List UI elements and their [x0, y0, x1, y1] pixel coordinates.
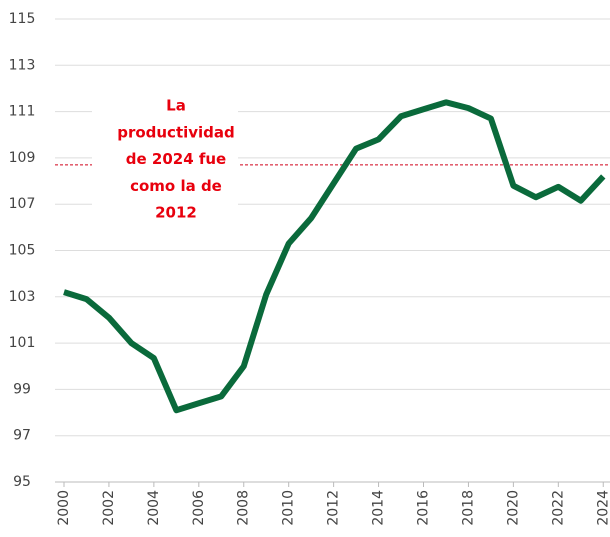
x-tick-label: 2012 — [326, 490, 342, 526]
x-tick-label: 2000 — [56, 490, 72, 526]
x-tick-label: 2004 — [146, 490, 162, 526]
y-tick-label: 109 — [9, 150, 36, 166]
x-tick-label: 2024 — [595, 490, 610, 526]
x-tick-label: 2016 — [416, 490, 432, 526]
annotation-box — [92, 92, 238, 228]
x-tick-label: 2002 — [101, 490, 117, 526]
x-tick-label: 2022 — [550, 490, 566, 526]
y-tick-label: 107 — [9, 196, 36, 212]
x-tick-label: 2020 — [505, 490, 521, 526]
x-tick-label: 2014 — [371, 490, 387, 526]
annotation: La — [166, 97, 186, 115]
y-tick-label: 113 — [9, 57, 36, 73]
x-tick-label: 2010 — [281, 490, 297, 526]
x-tick-label: 2008 — [236, 490, 252, 526]
annotation: productividad — [117, 123, 235, 141]
x-tick-label: 2018 — [460, 490, 476, 526]
y-tick-label: 111 — [9, 104, 36, 120]
annotation: como la de — [130, 177, 222, 195]
x-tick-label: 2006 — [191, 490, 207, 526]
y-tick-label: 101 — [9, 335, 36, 351]
annotation: de 2024 fue — [126, 150, 226, 168]
line — [63, 99, 606, 414]
y-tick-label: 95 — [13, 474, 31, 490]
y-tick-label: 115 — [9, 11, 36, 27]
y-tick-label: 99 — [13, 381, 31, 397]
annotation: 2012 — [155, 204, 197, 222]
y-tick-label: 97 — [13, 428, 31, 444]
y-tick-label: 105 — [9, 243, 36, 259]
y-tick-label: 103 — [9, 289, 36, 305]
